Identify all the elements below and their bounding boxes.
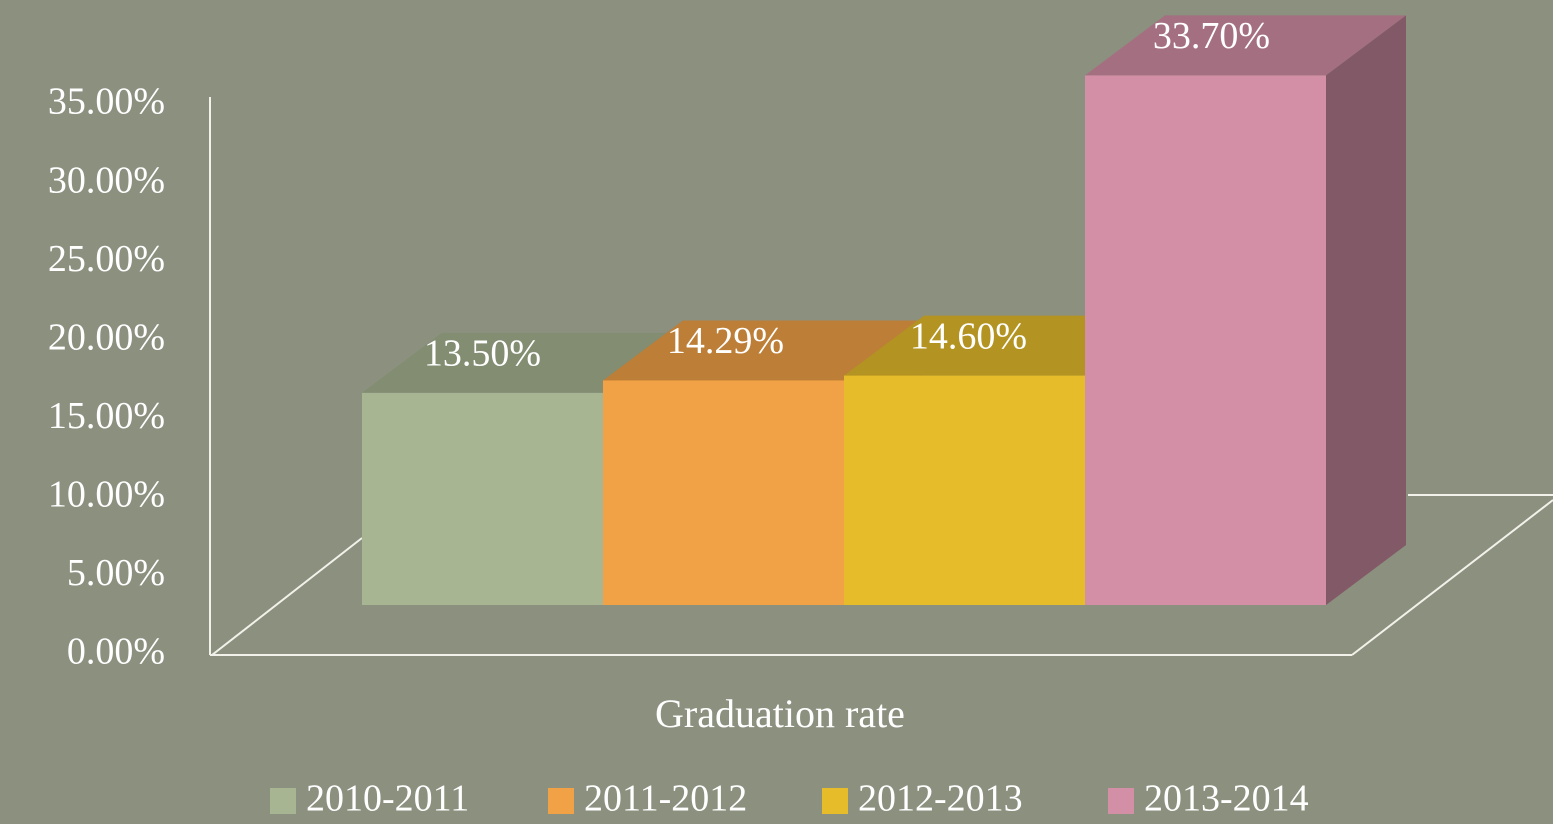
legend-swatch [1108,788,1134,814]
y-tick-label: 15.00% [48,395,165,437]
y-tick-label: 0.00% [67,631,165,673]
legend-label: 2011-2012 [584,778,747,820]
y-tick-label: 30.00% [48,159,165,201]
bar-top [603,320,924,381]
legend-label: 2013-2014 [1144,778,1309,820]
data-label: 13.50% [424,333,541,375]
y-tick-label: 10.00% [48,474,165,516]
legend-swatch [822,788,848,814]
legend-swatch [548,788,574,814]
floor-right [1351,499,1553,656]
x-tick-label: Graduation rate [655,691,905,736]
legend-label: 2012-2013 [858,778,1023,820]
bar [1085,75,1326,605]
legend-label: 2010-2011 [306,778,469,820]
data-label: 14.60% [910,315,1027,357]
bar-top [844,315,1165,376]
bar-top [362,332,683,393]
y-tick-label: 20.00% [48,316,165,358]
bar [603,380,844,605]
data-label: 14.29% [667,320,784,362]
data-label: 33.70% [1153,15,1270,57]
bar [362,392,603,605]
y-tick-label: 35.00% [48,81,165,123]
bar-top [1085,15,1406,76]
bar [844,375,1085,605]
y-tick-label: 5.00% [67,552,165,594]
legend-swatch [270,788,296,814]
bar-side [1326,15,1406,605]
floor-left [211,537,363,656]
y-tick-label: 25.00% [48,238,165,280]
axes-floor [209,97,1553,656]
